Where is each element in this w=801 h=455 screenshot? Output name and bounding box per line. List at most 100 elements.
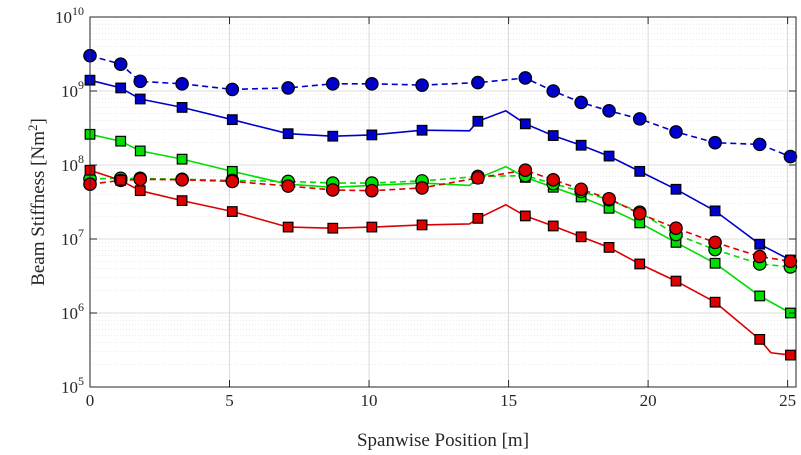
series-6-square-marker [282, 221, 294, 233]
series-6-square-marker [709, 296, 721, 308]
y-axis-label: Beam Stiffness [Nm2] [25, 118, 49, 286]
y-tick-label: 108 [61, 152, 84, 175]
x-tick-label: 25 [779, 391, 796, 410]
series-6-square-marker [416, 219, 428, 231]
y-tick-base: 10 [55, 8, 72, 27]
series-1-circle-marker [325, 77, 340, 91]
series-5-circle-marker [546, 173, 561, 187]
series-1-circle-marker [175, 77, 189, 91]
series-line-1 [89, 54, 791, 158]
series-6-square-marker [754, 333, 766, 345]
series-6-square-marker [575, 231, 587, 243]
series-5-circle-marker [133, 172, 148, 187]
series-1-circle-marker [602, 104, 616, 118]
series-1-circle-marker [632, 112, 647, 126]
series-6-square-marker [670, 275, 682, 287]
series-6-square-marker [226, 206, 238, 217]
y-axis-label-superscript: 2 [25, 125, 40, 132]
series-2-square-marker [547, 130, 559, 141]
series-1-circle-marker [281, 81, 295, 95]
y-tick-label: 1010 [55, 4, 84, 27]
series-2-square-marker [176, 102, 188, 113]
series-2-square-marker [603, 150, 615, 162]
y-tick-label: 107 [61, 226, 84, 249]
series-6-square-marker [472, 212, 484, 224]
series-6-square-marker [134, 185, 146, 197]
y-tick-base: 10 [61, 378, 78, 397]
y-tick-exponent: 5 [78, 374, 84, 388]
series-6-square-marker [327, 222, 339, 234]
series-2-square-marker [327, 130, 339, 142]
x-tick-label: 0 [86, 391, 95, 410]
series-1-circle-marker [415, 78, 429, 92]
series-5-circle-marker [518, 163, 533, 178]
y-axis-label-main: Beam Stiffness [Nm [28, 131, 49, 286]
series-2-square-marker [575, 139, 587, 151]
series-2-square-marker [709, 205, 721, 217]
series-3-square-marker [134, 145, 146, 157]
ticks [89, 16, 796, 388]
series-1-circle-marker [546, 84, 561, 98]
series-5-circle-marker [471, 171, 485, 185]
x-tick-label: 15 [500, 391, 517, 410]
y-tick-exponent: 8 [78, 152, 84, 166]
series-3-square-marker [754, 290, 766, 302]
series-6-square-marker [634, 258, 646, 270]
y-tick-base: 10 [61, 82, 78, 101]
series-group [89, 54, 791, 356]
y-tick-base: 10 [61, 304, 78, 323]
x-tick-label: 10 [361, 391, 378, 410]
series-6-square-marker [785, 349, 796, 361]
series-2-square-marker [134, 93, 146, 105]
plot-frame [89, 16, 797, 388]
y-tick-exponent: 10 [72, 4, 84, 18]
series-5-circle-marker [752, 249, 767, 264]
y-tick-exponent: 6 [78, 300, 84, 314]
series-5-circle-marker [669, 221, 683, 235]
series-5-circle-marker [365, 183, 379, 198]
series-2-square-marker [416, 124, 428, 136]
series-1-circle-marker [669, 125, 683, 139]
series-5-circle-marker [602, 191, 616, 206]
series-5-circle-marker [225, 174, 240, 189]
series-1-circle-marker [783, 149, 798, 164]
y-tick-exponent: 9 [78, 78, 84, 92]
x-tick-label: 20 [640, 391, 657, 410]
series-2-square-marker [472, 115, 484, 127]
y-tick-label: 105 [61, 374, 84, 397]
series-1-circle-marker [574, 95, 588, 110]
series-6-square-marker [176, 195, 188, 207]
series-1-circle-marker [113, 57, 128, 72]
series-2-square-marker [634, 165, 646, 177]
series-5-circle-marker [281, 179, 295, 193]
series-5-circle-marker [175, 173, 189, 187]
y-tick-exponent: 7 [78, 226, 84, 240]
series-1-circle-marker [708, 135, 722, 150]
series-6-square-marker [547, 220, 559, 232]
series-2-square-marker [754, 238, 766, 250]
series-1-circle-marker [133, 74, 148, 89]
y-axis-label-tail: ] [28, 118, 49, 124]
series-5-circle-marker [708, 235, 722, 250]
series-3-square-marker [115, 135, 127, 147]
y-tick-base: 10 [61, 156, 78, 175]
series-2-square-marker [115, 82, 127, 94]
series-line-4 [89, 174, 791, 268]
series-2-square-marker [366, 129, 378, 141]
series-5-circle-marker [415, 181, 429, 195]
series-5-circle-marker [574, 182, 588, 197]
series-1-circle-marker [365, 77, 379, 91]
series-6-square-marker [519, 210, 531, 222]
series-6-square-marker [603, 241, 615, 253]
y-tick-label: 106 [61, 300, 84, 323]
series-2-square-marker [282, 128, 294, 140]
grid [89, 16, 796, 388]
series-1-circle-marker [518, 71, 533, 85]
series-6-square-marker [366, 221, 378, 233]
series-3-square-marker [709, 257, 721, 269]
markers-group [83, 48, 798, 361]
series-6-square-marker [115, 174, 127, 186]
y-tick-base: 10 [61, 230, 78, 249]
series-2-square-marker [670, 183, 682, 195]
